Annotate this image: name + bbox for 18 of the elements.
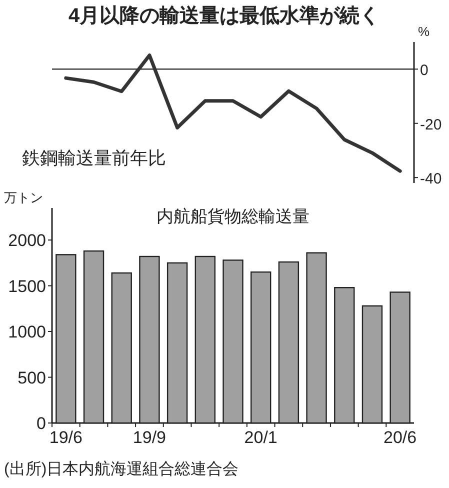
x-tick-label: 19/9: [132, 428, 166, 447]
y-tick-label: 500: [18, 368, 46, 388]
x-tick-label: 20/1: [244, 428, 278, 447]
y-tick-label: 0: [36, 414, 46, 433]
chart-title: 4月以降の輸送量は最低水準が続く: [68, 5, 380, 27]
y-tick-label: 0: [420, 62, 428, 80]
y-tick-label: -40: [420, 170, 442, 188]
annotation: 鉄鋼輸送量前年比: [22, 148, 166, 168]
x-tick-label: 20/6: [384, 428, 417, 447]
y-tick-label: 1000: [8, 322, 46, 342]
y-tick-label: 1500: [8, 276, 46, 296]
chart-title: 内航船貨物総輸送量: [156, 207, 310, 226]
text: (出所)日本内航海運組合総連合会: [4, 460, 239, 478]
y-axis-title: %: [418, 24, 430, 39]
y-tick-label: -20: [420, 116, 442, 134]
y-tick-label: 2000: [8, 231, 46, 250]
x-tick-label: 19/6: [49, 428, 82, 447]
y-axis-title: 万トン: [4, 190, 43, 205]
